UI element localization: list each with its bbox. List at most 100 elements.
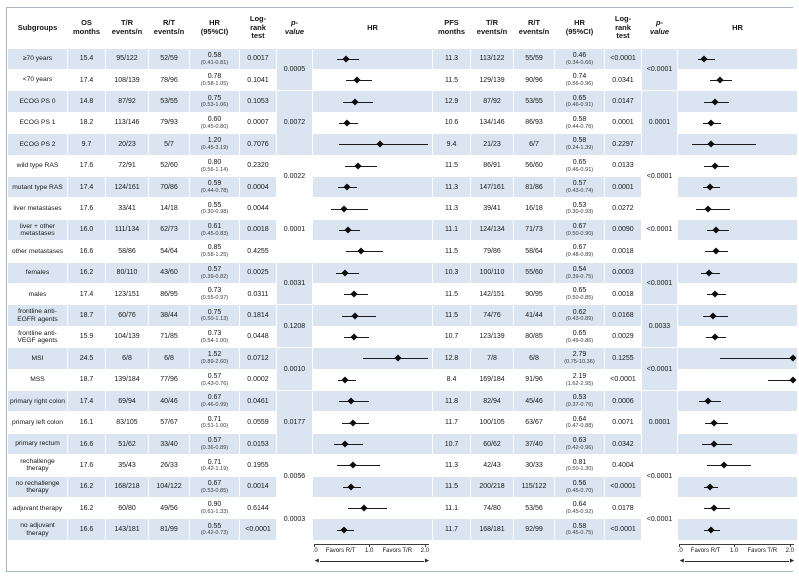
pfs-events-rt-cell: 58/64: [513, 240, 555, 263]
os-ci-range: (0.54-1.00): [200, 337, 229, 344]
pfs-ci-range: (0.30-0.93): [565, 209, 594, 216]
subgroup-label: frontline anti-EGFR agents: [7, 304, 68, 327]
pfs-events-rt-cell: 41/44: [513, 304, 555, 327]
pfs-forest-cell: [677, 518, 798, 541]
pfs-events-tr-cell: 124/134: [470, 218, 514, 242]
pfs-hr-ci-cell: 0.65 (0.49-0.86): [554, 325, 605, 349]
os-ci-range: (0.41-0.81): [200, 59, 229, 66]
pfs-logrank-cell: 0.1255: [604, 347, 642, 370]
pfs-events-tr-cell: 100/105: [470, 411, 514, 434]
pfs-ci-range: (0.45-0.70): [565, 487, 594, 494]
table-row: MSS 18.7 139/184 77/96 0.57 (0.43-0.76) 0.0002…: [7, 368, 798, 392]
os-ci-range: (0.53-0.85): [200, 487, 229, 494]
os-forest-plot: [314, 113, 431, 132]
os-logrank-cell: 0.0004: [239, 175, 277, 199]
pfs-hr-value: 0.62: [572, 308, 587, 316]
os-months-cell: 15.9: [67, 325, 106, 349]
table-body: ≥70 years 15.4 95/122 52/59 0.58 (0.41-0.81) 0…: [7, 47, 798, 541]
pfs-forest-plot: [679, 456, 796, 475]
pfs-ci-range: (0.44-0.76): [565, 123, 594, 130]
os-events-rt-cell: 14/18: [148, 197, 190, 220]
pfs-events-rt-cell: 91/96: [513, 368, 555, 392]
os-events-tr-cell: 139/184: [105, 368, 149, 392]
os-months-cell: 9.7: [67, 133, 106, 156]
hr-point-marker: [789, 376, 797, 384]
pfs-forest-cell: [677, 68, 798, 92]
os-forest-plot: [314, 178, 431, 197]
table-row: other metastases 16.6 58/86 54/64 0.85 (0.58-…: [7, 240, 798, 263]
axis-tick: [734, 544, 736, 547]
os-events-tr-cell: 72/91: [105, 154, 149, 177]
header-row: Subgroups OS months T/R events/n R/T events…: [7, 8, 798, 49]
os-hr-ci-cell: 0.71 (0.51-1.00): [189, 411, 240, 434]
axis-tick-label: 0.0: [312, 548, 318, 554]
forest-plot-figure: Subgroups OS months T/R events/n R/T events…: [6, 7, 798, 572]
os-group-pvalue-cell: 0.1208: [276, 304, 313, 349]
pfs-events-tr-cell: 147/161: [470, 175, 514, 199]
ci-line: [338, 144, 428, 146]
pfs-forest-plot: [679, 285, 796, 304]
column-header-pfs-1: T/R events/n: [470, 8, 514, 49]
pfs-events-rt-cell: 90/95: [513, 282, 555, 306]
os-months-cell: 16.6: [67, 432, 106, 456]
os-forest-plot: [314, 199, 431, 218]
pfs-group-pvalue-cell: <0.0001: [641, 47, 678, 92]
pfs-group-pvalue-cell: 0.0001: [641, 90, 678, 156]
pfs-events-rt-cell: 53/56: [513, 497, 555, 520]
hr-point-marker: [712, 247, 720, 255]
axis-double-arrow: ◀ ▶: [315, 558, 429, 565]
pfs-logrank-cell: 0.0272: [604, 197, 642, 220]
pfs-events-tr-cell: 60/62: [470, 432, 514, 456]
os-hr-value: 0.55: [207, 522, 222, 530]
pfs-logrank-cell: 0.0001: [604, 175, 642, 199]
pfs-forest-cell: [677, 304, 798, 327]
os-events-tr-cell: 60/80: [105, 497, 149, 520]
pfs-events-tr-cell: 123/139: [470, 325, 514, 349]
pfs-logrank-cell: 0.0018: [604, 282, 642, 306]
pfs-hr-ci-cell: 0.56 (0.45-0.70): [554, 475, 605, 499]
pfs-forest-cell: [677, 240, 798, 263]
os-forest-cell: [312, 68, 433, 92]
os-hr-ci-cell: 0.71 (0.42-1.19): [189, 454, 240, 477]
subgroup-label: primary right colon: [7, 389, 68, 413]
os-ci-range: (0.39-0.82): [200, 273, 229, 280]
os-hr-ci-cell: 0.73 (0.55-0.97): [189, 282, 240, 306]
pfs-forest-cell: [677, 154, 798, 177]
pfs-hr-value: 0.53: [572, 201, 587, 209]
os-forest-plot: [314, 413, 431, 432]
subgroup-label: wild type RAS: [7, 154, 68, 177]
subgroup-label: <70 years: [7, 68, 68, 92]
pfs-forest-cell: [677, 475, 798, 499]
pfs-months-cell: 11.3: [432, 454, 471, 477]
hr-point-marker: [712, 226, 720, 234]
os-forest-plot: [314, 49, 431, 68]
hr-point-marker: [341, 440, 349, 448]
hr-point-marker: [710, 419, 718, 427]
pfs-logrank-cell: 0.0341: [604, 68, 642, 92]
hr-point-marker: [340, 205, 348, 213]
os-events-rt-cell: 71/85: [148, 325, 190, 349]
os-logrank-cell: 0.0311: [239, 282, 277, 306]
pfs-months-cell: 12.8: [432, 347, 471, 370]
os-logrank-cell: 0.0017: [239, 47, 277, 70]
pfs-forest-plot: [679, 135, 796, 154]
os-forest-plot: [314, 327, 431, 346]
pfs-forest-plot: [679, 327, 796, 346]
pfs-months-cell: 11.7: [432, 411, 471, 434]
arrow-left-icon: ◀: [679, 558, 684, 564]
os-hr-ci-cell: 0.61 (0.45-0.83): [189, 218, 240, 242]
hr-point-marker: [711, 290, 719, 298]
pfs-hr-ci-cell: 0.58 (0.24-1.39): [554, 133, 605, 156]
os-hr-value: 0.57: [207, 265, 222, 273]
os-forest-cell: [312, 240, 433, 263]
pfs-logrank-cell: 0.0342: [604, 432, 642, 456]
subgroup-label: mutant type RAS: [7, 175, 68, 199]
axis-tick: [424, 544, 426, 547]
footer-spacer-mid: [432, 540, 678, 571]
hr-point-marker: [347, 483, 355, 491]
os-hr-value: 1.52: [207, 351, 222, 359]
os-forest-cell: [312, 325, 433, 349]
axis-line: [679, 544, 795, 545]
os-months-cell: 17.6: [67, 454, 106, 477]
